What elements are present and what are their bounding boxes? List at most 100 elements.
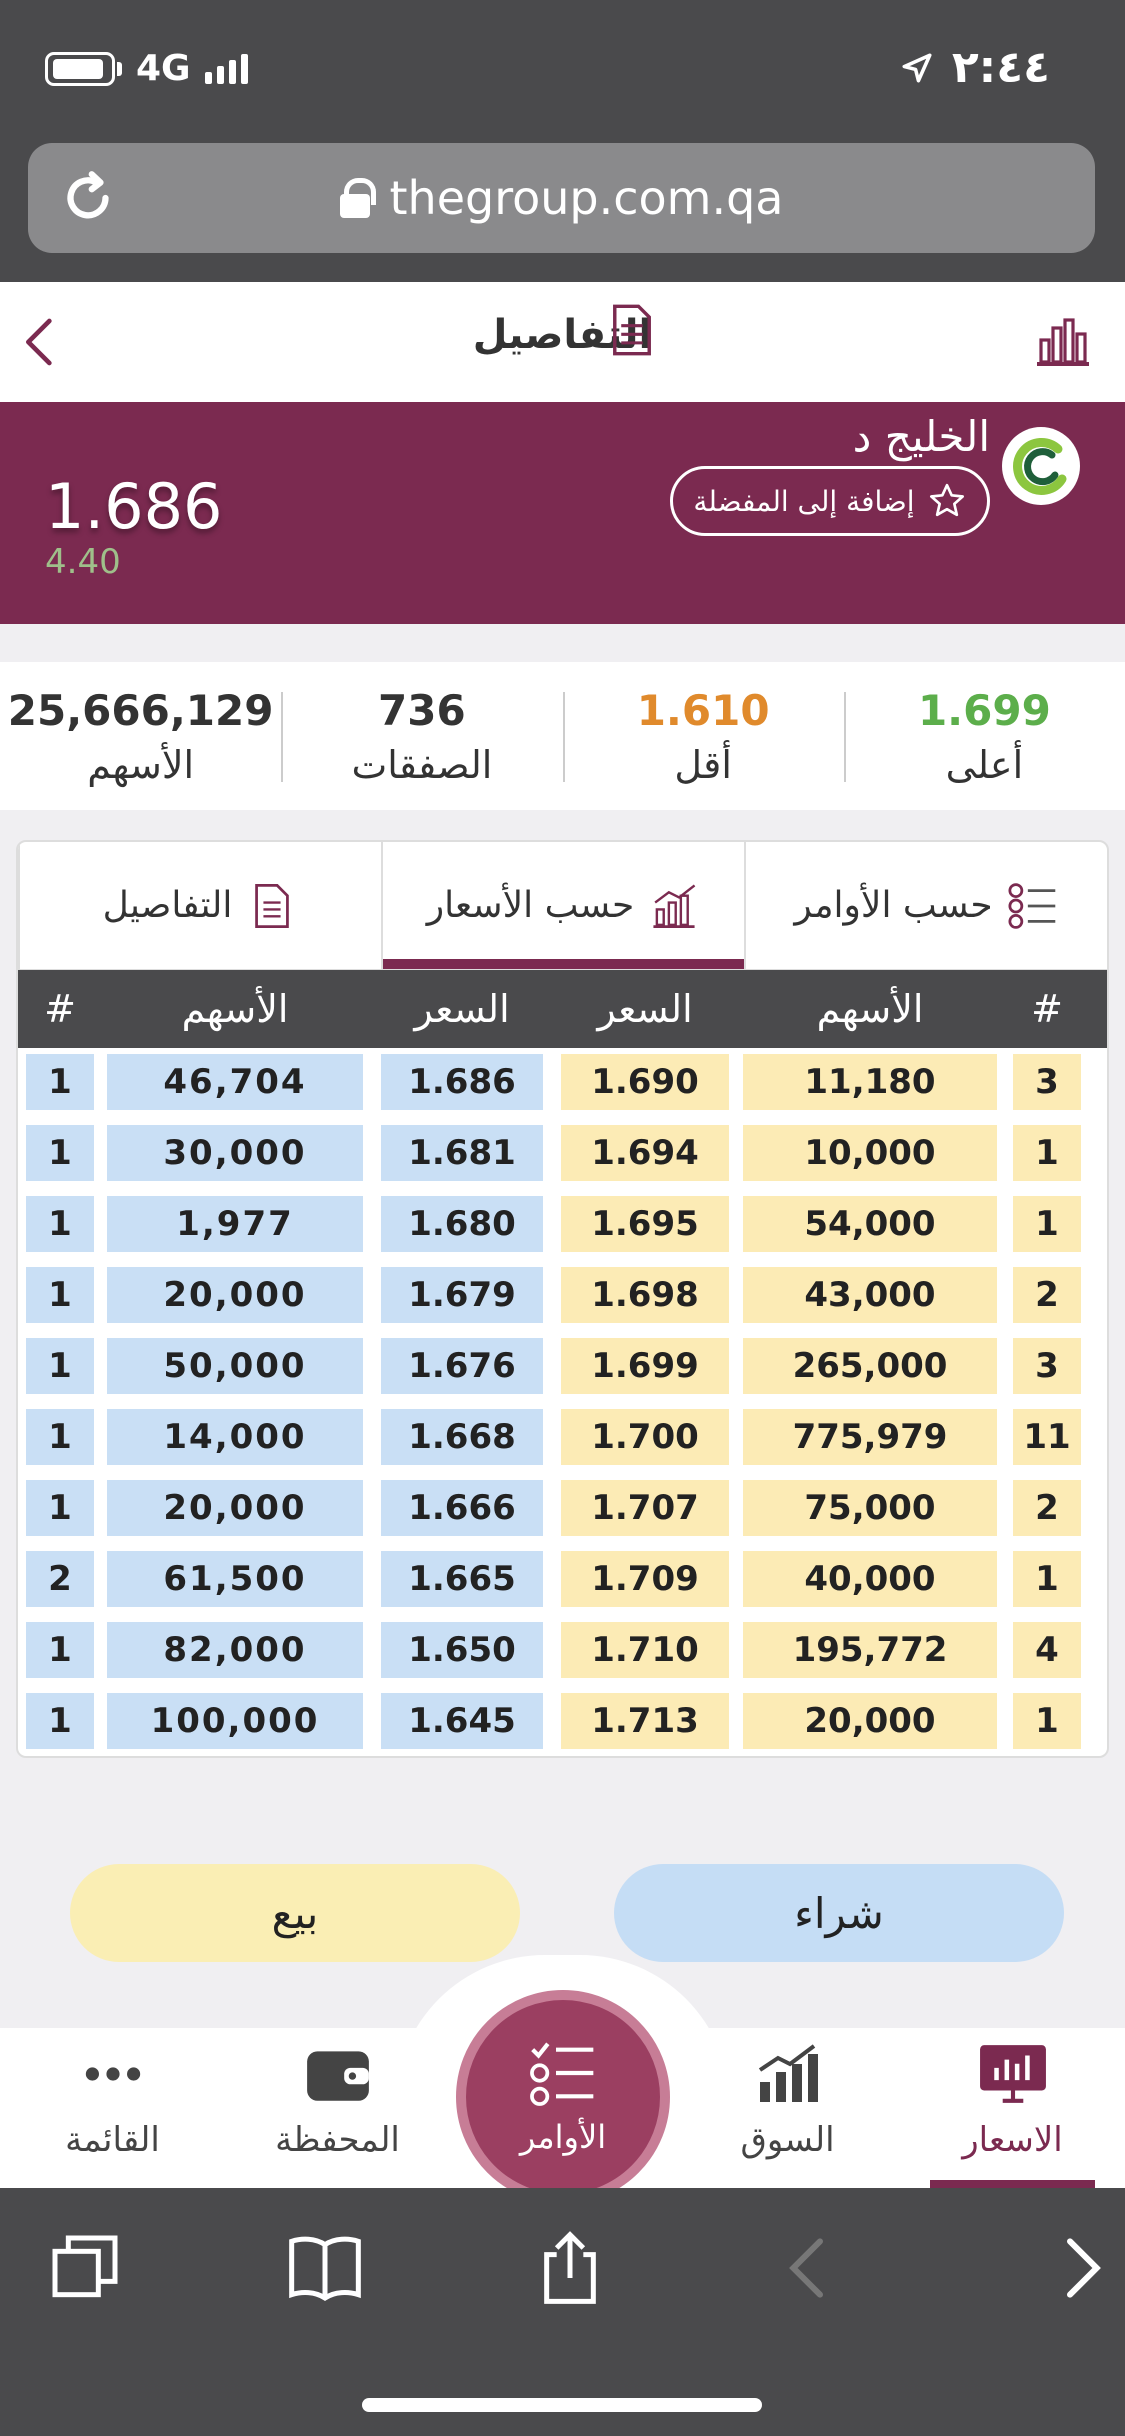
bid-qty-cell: 100,000	[107, 1693, 363, 1749]
ask-qty-cell: 195,772	[743, 1622, 997, 1678]
ask-count-cell: 1	[1013, 1693, 1081, 1749]
nav-label: السوق	[740, 2120, 835, 2160]
order-book-row[interactable]: 1 100,000 1.645 1.713 20,000 1	[18, 1693, 1107, 1756]
col-bid-price: السعر	[414, 987, 510, 1031]
bid-qty-cell: 30,000	[107, 1125, 363, 1181]
page-title: التفاصيل	[472, 312, 653, 358]
order-book-row[interactable]: 1 30,000 1.681 1.694 10,000 1	[18, 1125, 1107, 1196]
tabs-icon[interactable]	[45, 2228, 125, 2308]
tab-details[interactable]: التفاصيل	[18, 842, 381, 969]
stat-value: 25,666,129	[7, 685, 274, 735]
order-book-row[interactable]: 1 20,000 1.679 1.698 43,000 2	[18, 1267, 1107, 1338]
ask-count-cell: 1	[1013, 1551, 1081, 1607]
order-book-row[interactable]: 1 20,000 1.666 1.707 75,000 2	[18, 1480, 1107, 1551]
ask-count-cell: 1	[1013, 1125, 1081, 1181]
tab-label: حسب الأوامر	[794, 885, 993, 926]
add-to-favorites-button[interactable]: إضافة إلى المفضلة	[670, 466, 990, 536]
wallet-icon	[306, 2051, 369, 2101]
url-bar[interactable]: thegroup.com.qa	[28, 143, 1095, 253]
order-book-row[interactable]: 1 50,000 1.676 1.699 265,000 3	[18, 1338, 1107, 1409]
bid-count-cell: 2	[26, 1551, 94, 1607]
ask-price-cell: 1.707	[561, 1480, 729, 1536]
forward-icon[interactable]	[1040, 2228, 1120, 2308]
ask-count-cell: 11	[1013, 1409, 1081, 1465]
nav-orders-button[interactable]: الأوامر	[456, 1990, 670, 2204]
order-book-row[interactable]: 2 61,500 1.665 1.709 40,000 1	[18, 1551, 1107, 1622]
nav-menu[interactable]: القائمة	[0, 2028, 225, 2188]
bid-price-cell: 1.650	[381, 1622, 543, 1678]
col-ask-count: #	[1031, 987, 1063, 1031]
order-book-row[interactable]: 1 46,704 1.686 1.690 11,180 3	[18, 1054, 1107, 1125]
market-icon	[758, 2044, 818, 2102]
network-label: 4G	[136, 48, 191, 89]
bid-qty-cell: 46,704	[107, 1054, 363, 1110]
buy-button[interactable]: شراء	[614, 1864, 1064, 1962]
ask-price-cell: 1.709	[561, 1551, 729, 1607]
order-book-row[interactable]: 1 1,977 1.680 1.695 54,000 1	[18, 1196, 1107, 1267]
document-icon	[613, 304, 651, 356]
bid-count-cell: 1	[26, 1267, 94, 1323]
ask-count-cell: 2	[1013, 1267, 1081, 1323]
price-change: 4.40	[45, 542, 121, 582]
tab-by-prices[interactable]: حسب الأسعار	[381, 842, 744, 969]
bid-qty-cell: 1,977	[107, 1196, 363, 1252]
ask-price-cell: 1.690	[561, 1054, 729, 1110]
ask-qty-cell: 75,000	[743, 1480, 997, 1536]
stock-banner: الخليج د إضافة إلى المفضلة 1.686 4.40	[0, 402, 1125, 624]
ask-qty-cell: 775,979	[743, 1409, 997, 1465]
ask-qty-cell: 265,000	[743, 1338, 997, 1394]
stat-low: 1.610 أقل	[562, 662, 844, 810]
signal-icon	[204, 53, 248, 84]
battery-icon	[45, 51, 115, 86]
stat-value: 736	[378, 685, 466, 735]
bid-count-cell: 1	[26, 1480, 94, 1536]
col-ask-qty: الأسهم	[816, 987, 924, 1031]
chart-icon[interactable]	[1033, 316, 1093, 368]
ask-price-cell: 1.695	[561, 1196, 729, 1252]
orders-icon	[530, 2042, 594, 2106]
tab-by-orders[interactable]: حسب الأوامر	[744, 842, 1107, 969]
order-book-row[interactable]: 1 82,000 1.650 1.710 195,772 4	[18, 1622, 1107, 1693]
ask-qty-cell: 10,000	[743, 1125, 997, 1181]
back-icon[interactable]	[770, 2228, 850, 2308]
stats-bar: 1.699 أعلى 1.610 أقل 736 الصفقات 25,666,…	[0, 662, 1125, 810]
bid-qty-cell: 61,500	[107, 1551, 363, 1607]
nav-market[interactable]: السوق	[675, 2028, 900, 2188]
bid-price-cell: 1.679	[381, 1267, 543, 1323]
tab-bar: حسب الأوامر حسب الأسعار التفاصيل	[18, 842, 1107, 970]
ask-qty-cell: 11,180	[743, 1054, 997, 1110]
col-bid-count: #	[44, 987, 76, 1031]
ask-count-cell: 1	[1013, 1196, 1081, 1252]
ask-qty-cell: 43,000	[743, 1267, 997, 1323]
bid-count-cell: 1	[26, 1338, 94, 1394]
nav-prices[interactable]: الاسعار	[900, 2028, 1125, 2188]
stat-volume: 25,666,129 الأسهم	[0, 662, 281, 810]
nav-wallet[interactable]: المحفظة	[225, 2028, 450, 2188]
stat-label: الأسهم	[87, 742, 195, 787]
bookmarks-icon[interactable]	[285, 2228, 365, 2308]
stat-trades: 736 الصفقات	[281, 662, 562, 810]
sell-button[interactable]: بيع	[70, 1864, 520, 1962]
document-icon	[255, 883, 290, 928]
ask-count-cell: 2	[1013, 1480, 1081, 1536]
bid-count-cell: 1	[26, 1622, 94, 1678]
nav-label: الاسعار	[962, 2120, 1063, 2160]
location-arrow-icon	[902, 52, 932, 83]
share-icon[interactable]	[530, 2228, 610, 2308]
bid-qty-cell: 82,000	[107, 1622, 363, 1678]
bid-count-cell: 1	[26, 1693, 94, 1749]
order-book-row[interactable]: 1 14,000 1.668 1.700 775,979 11	[18, 1409, 1107, 1480]
back-arrow-icon[interactable]	[12, 312, 68, 372]
stock-name: الخليج د	[852, 412, 990, 461]
bid-price-cell: 1.680	[381, 1196, 543, 1252]
url-text: thegroup.com.qa	[389, 171, 784, 225]
bid-price-cell: 1.668	[381, 1409, 543, 1465]
chart-icon	[653, 883, 696, 928]
tab-label: حسب الأسعار	[426, 885, 635, 926]
stat-high: 1.699 أعلى	[843, 662, 1125, 810]
reload-icon[interactable]	[58, 168, 118, 228]
add-to-favorites-label: إضافة إلى المفضلة	[693, 484, 915, 518]
company-logo	[1002, 427, 1080, 505]
browser-toolbar	[0, 2188, 1125, 2436]
ask-price-cell: 1.710	[561, 1622, 729, 1678]
